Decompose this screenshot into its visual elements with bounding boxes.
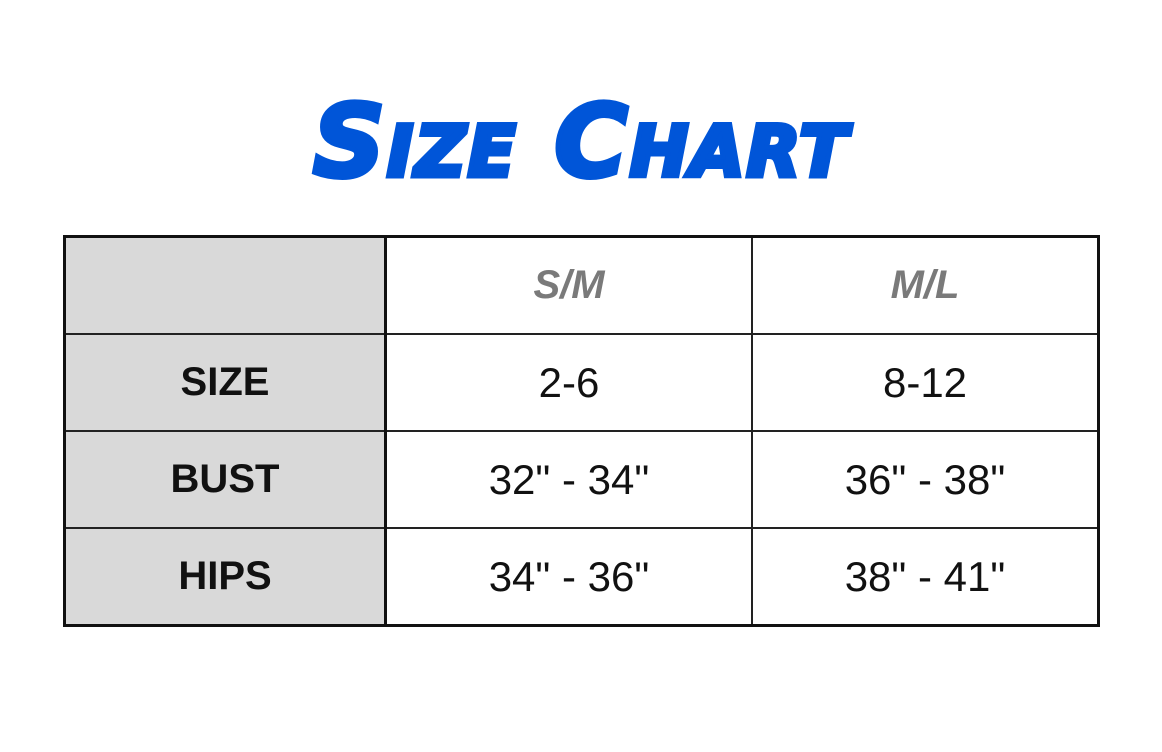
row-header: SIZE — [63, 333, 387, 432]
column-header: M/L — [751, 235, 1100, 335]
size-table: S/M M/L SIZE 2-6 8-12 BUST 32" - 34" 36"… — [63, 235, 1100, 627]
table-row: SIZE 2-6 8-12 — [63, 333, 1100, 432]
corner-cell — [63, 235, 387, 335]
column-header: S/M — [384, 235, 753, 335]
table-cell: 34" - 36" — [384, 527, 753, 627]
table-cell: 32" - 34" — [384, 430, 753, 529]
table-row: HIPS 34" - 36" 38" - 41" — [63, 527, 1100, 627]
page-title: Size Chart — [310, 81, 850, 203]
table-cell: 8-12 — [751, 333, 1100, 432]
table-cell: 2-6 — [384, 333, 753, 432]
table-cell: 38" - 41" — [751, 527, 1100, 627]
table-header-row: S/M M/L — [63, 235, 1100, 335]
table-row: BUST 32" - 34" 36" - 38" — [63, 430, 1100, 529]
row-header: HIPS — [63, 527, 387, 627]
table-cell: 36" - 38" — [751, 430, 1100, 529]
row-header: BUST — [63, 430, 387, 529]
